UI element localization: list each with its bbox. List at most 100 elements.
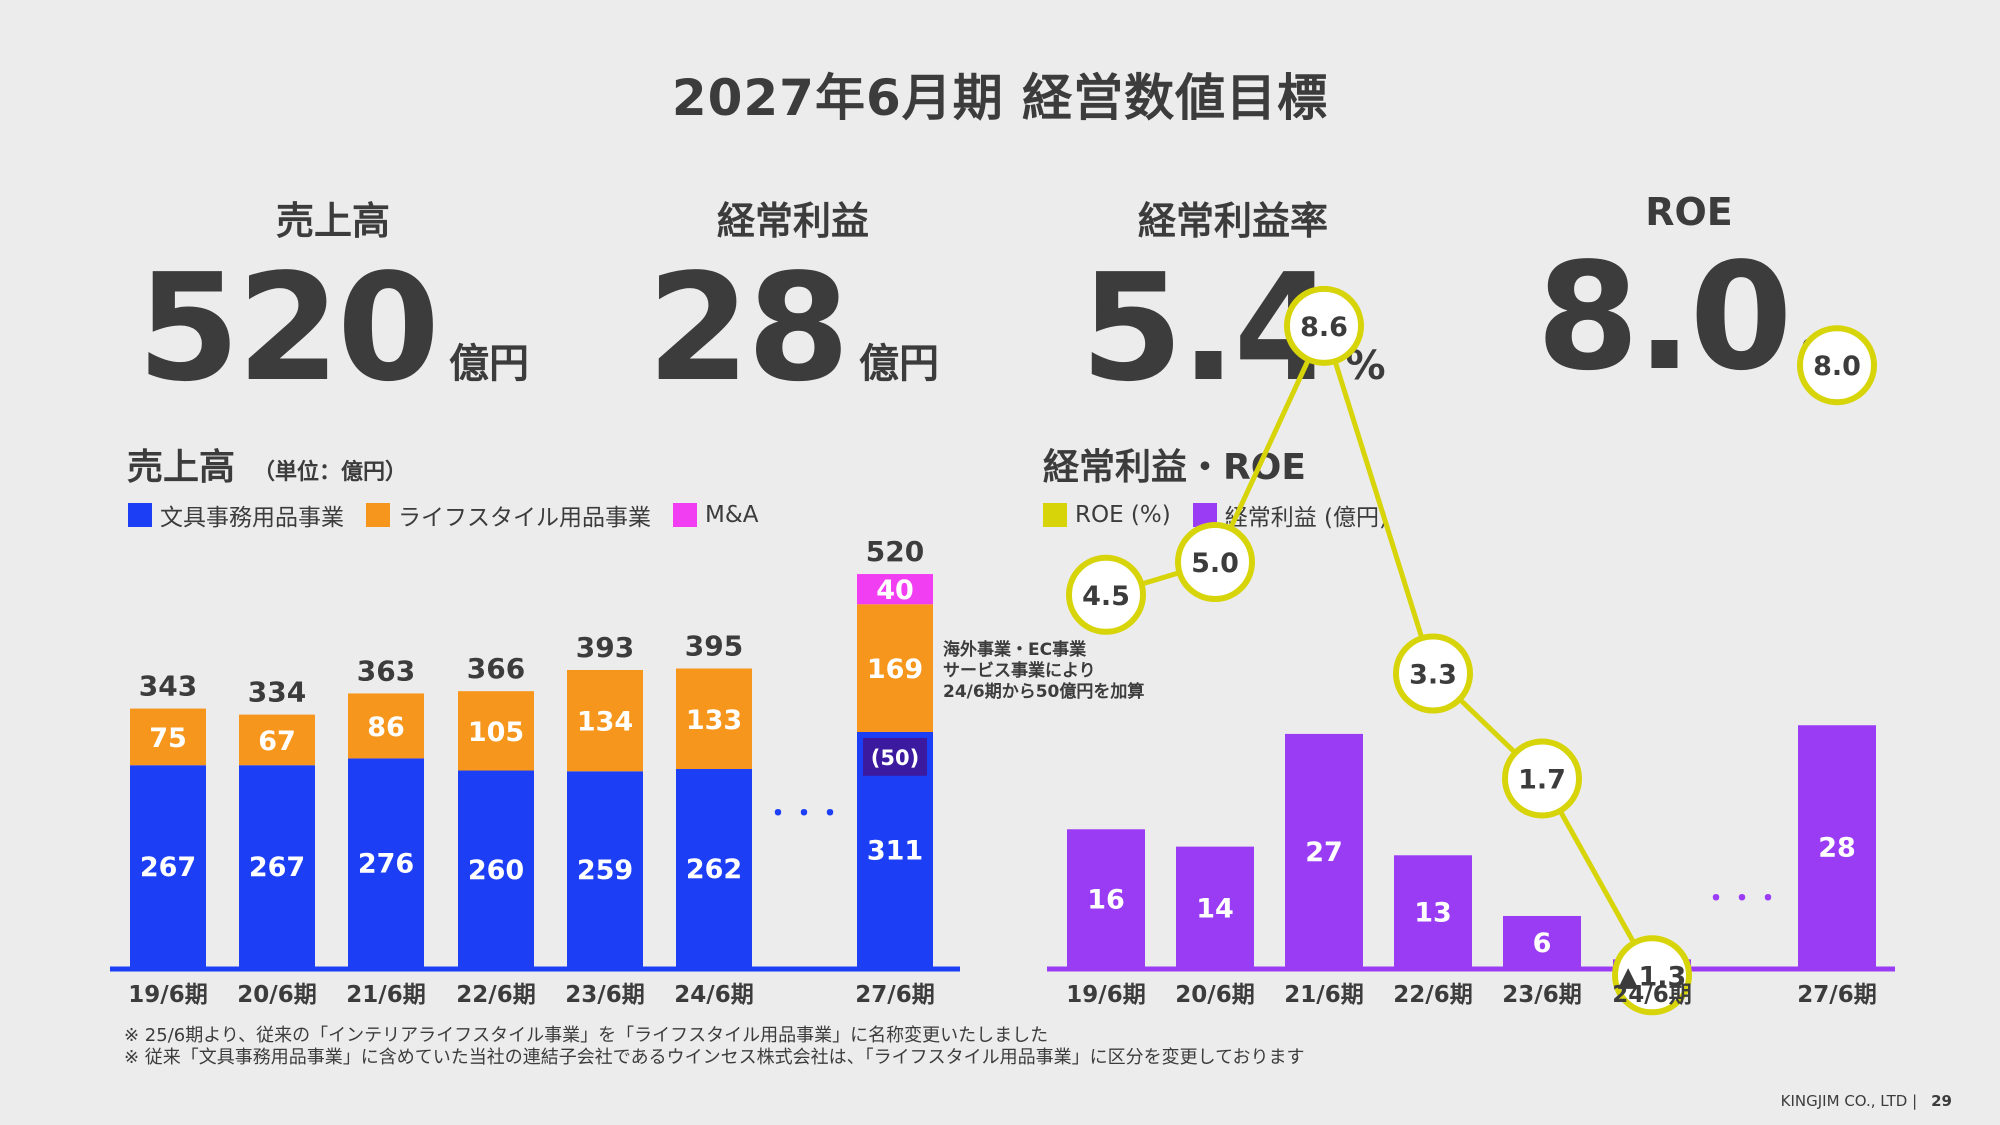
sales-x-tick-label: 20/6期 [237, 982, 316, 1008]
legend-lifestyle-swatch [366, 503, 390, 527]
sales-label-stationery: 311 [867, 835, 923, 866]
sales-legend: 文具事務用品事業 ライフスタイル用品事業 M&A [128, 498, 781, 532]
legend-profit-label: 経常利益 (億円) [1224, 505, 1388, 531]
sales-x-tick-label: 23/6期 [565, 982, 644, 1008]
roe-label: 8.0 [1813, 351, 1861, 382]
sales-label-lifestyle: 86 [367, 712, 405, 743]
sales-label-lifestyle: 169 [867, 654, 923, 685]
profit-x-tick-label: 19/6期 [1066, 982, 1145, 1008]
kpi-sales-label: 売上高 [275, 199, 390, 243]
profit-x-tick-label: 27/6期 [1797, 982, 1876, 1008]
sales-annotation-line: サービス事業により [943, 660, 1096, 681]
roe-marker [1066, 554, 1146, 635]
sales-total-label: 343 [139, 670, 197, 703]
sales-x-tick-label: 22/6期 [456, 982, 535, 1008]
sales-label-ma: 40 [876, 575, 914, 606]
sales-total-label: 520 [866, 535, 924, 568]
profit-bar [1798, 725, 1876, 968]
sales-label-lifestyle: 75 [149, 723, 187, 754]
legend-roe-swatch [1043, 503, 1067, 527]
sales-unit-note: （単位：億円） [253, 460, 408, 485]
sales-ellipsis: ・・・ [765, 799, 843, 829]
legend-lifestyle-label: ライフスタイル用品事業 [398, 505, 651, 531]
sales-bar-lifestyle [458, 691, 534, 771]
sales-annotation-line: 24/6期から50億円を加算 [943, 681, 1144, 702]
profit-x-tick-label: 23/6期 [1502, 982, 1581, 1008]
sales-total-label: 363 [357, 654, 415, 687]
profit-x-tick-label: 21/6期 [1284, 982, 1363, 1008]
sales-bar-lifestyle [567, 670, 643, 772]
profit-bar [1394, 855, 1472, 968]
profit-bar-label: 16 [1087, 885, 1125, 916]
footer: KINGJIM CO., LTD | 29 [1781, 1092, 1952, 1110]
sales-total-label: 366 [467, 652, 525, 685]
sales-bar-stationery [567, 771, 643, 967]
legend-roe: ROE (%) [1043, 502, 1171, 528]
legend-profit: 経常利益 (億円) [1192, 498, 1388, 532]
sales-chart-title: 売上高 （単位：億円） [127, 438, 407, 490]
roe-marker [1175, 522, 1255, 602]
kpi-roe-value: 8.0 [1536, 231, 1792, 403]
sales-label-stationery: 259 [577, 855, 633, 886]
legend-stationery-label: 文具事務用品事業 [160, 505, 344, 531]
sales-bar-stationery [676, 769, 752, 967]
profit-bar [1285, 733, 1363, 968]
footer-company: KINGJIM CO., LTD | [1780, 1092, 1918, 1110]
roe-label: 3.3 [1409, 660, 1457, 691]
footnote-2: ※ 従来「文具事務用品事業」に含めていた当社の連結子会社であるウインセス株式会社… [124, 1047, 1305, 1068]
sales-bar-ma [857, 574, 933, 605]
page-title: 2027年6月期 経営数値目標 [671, 69, 1329, 127]
legend-ma: M&A [673, 502, 759, 528]
legend-ma-label: M&A [705, 502, 759, 528]
sales-bar-stationery [130, 765, 206, 967]
sales-bar-lifestyle [348, 693, 424, 759]
roe-label: 4.5 [1082, 581, 1130, 612]
sales-bar-overseas [863, 737, 927, 776]
roe-label: ▲1.3 [1618, 961, 1687, 992]
sales-label-lifestyle: 133 [686, 705, 742, 736]
kpi-sales: 売上高 520 億円 [103, 190, 563, 403]
kpi-sales-unit: 億円 [448, 341, 529, 387]
legend-ma-swatch [673, 503, 697, 527]
profit-bar-label: 28 [1818, 833, 1856, 864]
sales-x-tick-label: 24/6期 [674, 982, 753, 1008]
sales-label-stationery: 276 [358, 849, 414, 880]
profit-bar [1067, 829, 1145, 968]
sales-total-label: 334 [248, 676, 306, 709]
profit-x-tick-label: 24/6期 [1612, 982, 1691, 1008]
sales-label-lifestyle: 67 [258, 726, 296, 757]
sales-label-stationery: 260 [468, 855, 524, 886]
profit-x-tick-label: 22/6期 [1393, 982, 1472, 1008]
profit-bar-label: 14 [1196, 893, 1234, 924]
profit-chart-title: 経常利益・ROE [1043, 447, 1306, 488]
sales-x-tick-label: 27/6期 [855, 982, 934, 1008]
sales-total-label: 393 [576, 631, 634, 664]
profit-bar [1176, 846, 1254, 968]
sales-label-stationery: 262 [686, 854, 742, 885]
sales-x-tick-label: 21/6期 [346, 982, 425, 1008]
kpi-profit-margin-label: 経常利益率 [1137, 199, 1328, 243]
roe-marker [1612, 935, 1692, 1016]
sales-chart-title-text: 売上高 [127, 447, 236, 488]
kpi-ordinary-profit: 経常利益 28 億円 [563, 190, 1023, 403]
sales-bar-stationery [239, 765, 315, 967]
roe-marker [1797, 325, 1877, 406]
sales-bar-lifestyle [130, 708, 206, 766]
kpi-ordinary-profit-unit: 億円 [858, 341, 939, 387]
page-number: 29 [1931, 1092, 1952, 1110]
kpi-ordinary-profit-value: 28 [647, 242, 850, 414]
sales-label-lifestyle: 105 [468, 717, 524, 748]
kpi-roe-label: ROE [1645, 190, 1733, 234]
profit-bar-label: 27 [1305, 837, 1343, 868]
sales-label-lifestyle: 134 [577, 707, 633, 738]
profit-bar-label: 13 [1414, 898, 1452, 929]
roe-marker [1502, 738, 1582, 819]
profit-x-tick-label: 20/6期 [1175, 982, 1254, 1008]
sales-bar-lifestyle [239, 714, 315, 766]
profit-ellipsis: ・・・ [1703, 884, 1781, 914]
sales-bar-stationery [348, 758, 424, 967]
sales-label-stationery: 267 [249, 852, 305, 883]
sales-bar-lifestyle [857, 604, 933, 732]
sales-label-stationery: 267 [140, 852, 196, 883]
